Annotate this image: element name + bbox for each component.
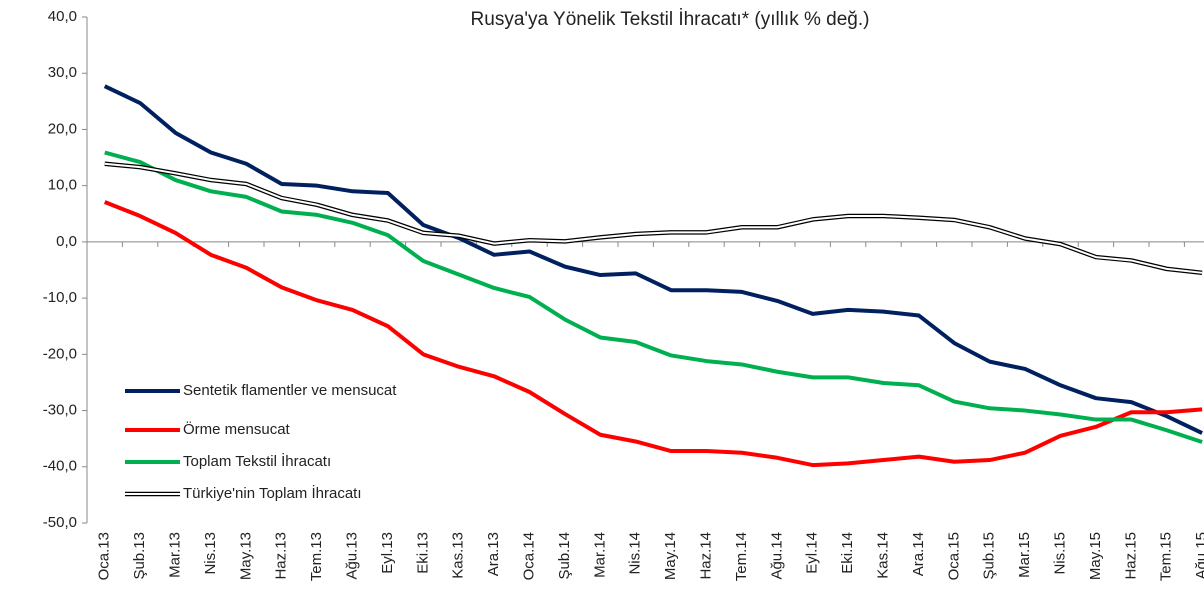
y-tick-label: -10,0 xyxy=(43,289,77,306)
line xyxy=(104,150,1203,444)
y-tick-label: -40,0 xyxy=(43,458,77,475)
x-tick-label: Mar.13 xyxy=(166,532,183,578)
x-tick-label: Eyl.14 xyxy=(804,532,821,574)
y-tick-label: 40,0 xyxy=(48,8,77,25)
x-tick-label: Kas.13 xyxy=(450,532,467,579)
y-tick-label: -20,0 xyxy=(43,345,77,362)
y-tick-label: 20,0 xyxy=(48,120,77,137)
x-tick-label: Haz.14 xyxy=(697,532,714,580)
x-tick-label: Mar.14 xyxy=(591,532,608,578)
chart-title: Rusya'ya Yönelik Tekstil İhracatı* (yıll… xyxy=(471,9,870,30)
x-tick-label: Şub.15 xyxy=(981,532,998,580)
x-tick-label: Oca.15 xyxy=(945,532,962,580)
line xyxy=(103,84,1203,435)
line xyxy=(103,200,1203,468)
x-tick-label: Kas.14 xyxy=(874,532,891,579)
legend-label: Toplam Tekstil İhracatı xyxy=(183,452,331,470)
x-tick-label: Ağu.14 xyxy=(768,532,785,580)
x-tick-label: Oca.14 xyxy=(520,532,537,580)
legend-label: Türkiye'nin Toplam İhracatı xyxy=(183,484,362,502)
x-tick-label: Oca.13 xyxy=(96,532,113,580)
line-outline xyxy=(104,161,1203,276)
x-tick-label: May.15 xyxy=(1087,532,1104,580)
x-tick-label: Nis.14 xyxy=(627,532,644,575)
x-tick-label: Şub.14 xyxy=(556,532,573,580)
x-tick-label: Haz.13 xyxy=(273,532,290,580)
y-tick-label: 0,0 xyxy=(56,233,77,250)
y-tick-label: 30,0 xyxy=(48,64,77,81)
y-tick-label: -50,0 xyxy=(43,514,77,531)
x-tick-label: Eki.14 xyxy=(839,532,856,574)
x-tick-label: Nis.15 xyxy=(1051,532,1068,575)
x-tick-label: Tem.14 xyxy=(733,532,750,581)
x-tick-label: Ara.14 xyxy=(910,532,927,576)
x-tick-label: May.13 xyxy=(237,532,254,580)
x-tick-label: Eyl.13 xyxy=(379,532,396,574)
x-tick-label: Şub.13 xyxy=(131,532,148,580)
x-tick-label: Ağu.13 xyxy=(343,532,360,580)
x-tick-label: Tem.15 xyxy=(1158,532,1175,581)
y-tick-label: -30,0 xyxy=(43,402,77,419)
x-tick-label: Haz.15 xyxy=(1122,532,1139,580)
x-tick-label: Eki.13 xyxy=(414,532,431,574)
x-tick-label: Mar.15 xyxy=(1016,532,1033,578)
line xyxy=(104,162,1203,274)
legend-label: Örme mensucat xyxy=(183,420,291,438)
x-tick-label: Ağu.15 xyxy=(1193,532,1204,580)
x-tick-label: Tem.13 xyxy=(308,532,325,581)
legend-label: Sentetik flamentler ve mensucat xyxy=(183,382,397,399)
x-tick-label: May.14 xyxy=(662,532,679,580)
x-tick-label: Nis.13 xyxy=(202,532,219,575)
y-tick-label: 10,0 xyxy=(48,177,77,194)
x-tick-label: Ara.13 xyxy=(485,532,502,576)
